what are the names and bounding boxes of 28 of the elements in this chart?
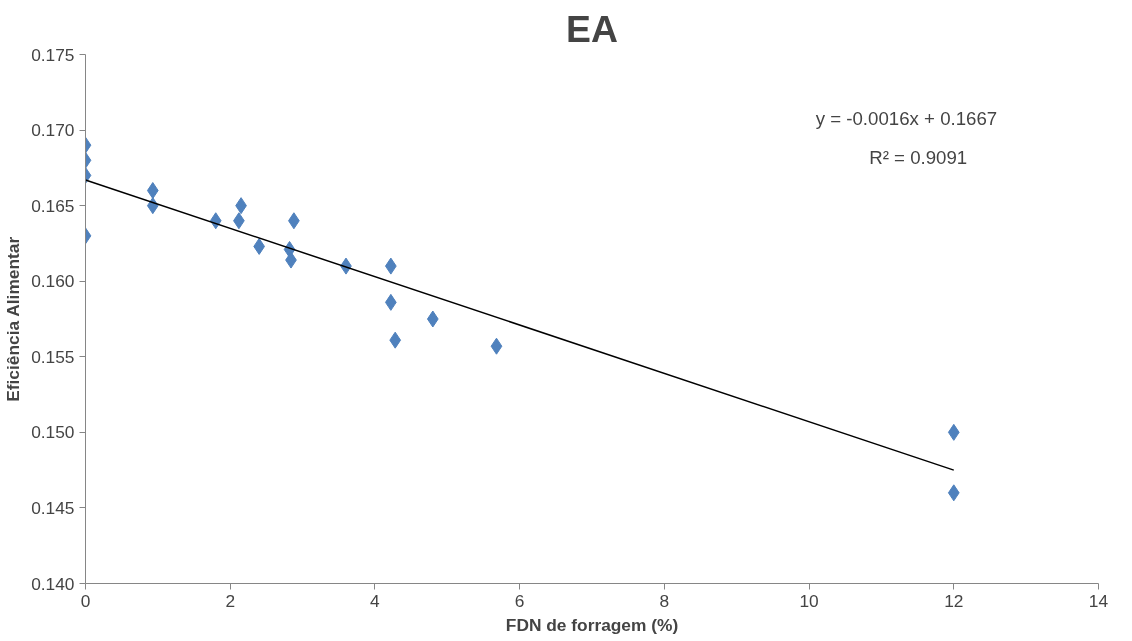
y-tick-label: 0.140	[31, 573, 75, 594]
x-tick-label: 2	[225, 590, 236, 611]
point	[146, 197, 159, 215]
point	[146, 182, 159, 200]
x-tick-label: 8	[659, 590, 670, 611]
x-tick-label: 4	[370, 590, 381, 611]
point	[389, 331, 402, 349]
point	[490, 337, 503, 355]
x-tick-label: 6	[514, 590, 525, 611]
point	[947, 423, 960, 441]
y-tick-label: 0.160	[31, 271, 75, 292]
y-tick-label: 0.165	[31, 195, 75, 216]
x-tick-label: 10	[799, 590, 819, 611]
annotation: y = -0.0016x + 0.1667	[815, 107, 998, 129]
y-tick-label: 0.155	[31, 346, 75, 367]
x-tick-label: 14	[1088, 590, 1109, 611]
chart-title: EA	[566, 7, 618, 50]
point	[947, 484, 960, 502]
point	[426, 310, 439, 328]
x-tick-label: 12	[944, 590, 964, 611]
y-tick-label: 0.150	[31, 422, 75, 443]
x-tick-label: 0	[80, 590, 91, 611]
annotation: R² = 0.9091	[869, 147, 968, 169]
y-tick-label: 0.145	[31, 497, 75, 518]
y-axis-title: Eficiência Alimentar	[3, 236, 24, 402]
y-tick-label: 0.170	[31, 120, 75, 141]
x-axis-title: FDN de forragem (%)	[505, 614, 679, 635]
y-tick-label: 0.175	[31, 44, 75, 65]
